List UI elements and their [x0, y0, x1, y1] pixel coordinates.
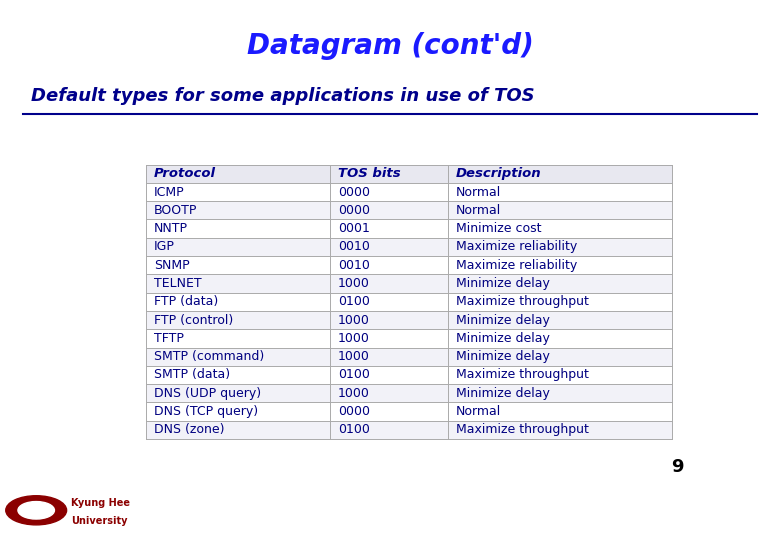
- Text: Minimize delay: Minimize delay: [456, 314, 550, 327]
- Text: 0001: 0001: [338, 222, 370, 235]
- Text: Minimize delay: Minimize delay: [456, 350, 550, 363]
- Text: 0100: 0100: [338, 423, 370, 436]
- Bar: [146, 256, 672, 274]
- Text: IGP: IGP: [154, 240, 175, 253]
- Text: 0100: 0100: [338, 295, 370, 308]
- Bar: [146, 402, 672, 421]
- Text: FTP (data): FTP (data): [154, 295, 218, 308]
- Text: 1000: 1000: [338, 350, 370, 363]
- Text: 0010: 0010: [338, 259, 370, 272]
- Text: 0000: 0000: [338, 204, 370, 217]
- Bar: [146, 348, 672, 366]
- Text: Normal: Normal: [456, 186, 502, 199]
- Text: Protocol: Protocol: [154, 167, 216, 180]
- Text: University: University: [71, 516, 127, 526]
- Text: 9: 9: [672, 458, 684, 476]
- Bar: [146, 311, 672, 329]
- Text: Description: Description: [456, 167, 542, 180]
- Text: Kyung Hee: Kyung Hee: [71, 498, 129, 508]
- Text: SMTP (data): SMTP (data): [154, 368, 230, 381]
- Text: 0010: 0010: [338, 240, 370, 253]
- Text: ICMP: ICMP: [154, 186, 184, 199]
- Text: 0000: 0000: [338, 186, 370, 199]
- Text: Maximize throughput: Maximize throughput: [456, 368, 589, 381]
- Bar: [146, 329, 672, 348]
- Bar: [146, 165, 672, 183]
- Text: Maximize throughput: Maximize throughput: [456, 295, 589, 308]
- Text: 0100: 0100: [338, 368, 370, 381]
- Text: NNTP: NNTP: [154, 222, 188, 235]
- Circle shape: [5, 496, 66, 525]
- Bar: [146, 366, 672, 384]
- Text: 1000: 1000: [338, 277, 370, 290]
- Text: BOOTP: BOOTP: [154, 204, 197, 217]
- Text: FTP (control): FTP (control): [154, 314, 233, 327]
- Text: DNS (zone): DNS (zone): [154, 423, 224, 436]
- Bar: [146, 421, 672, 439]
- Text: TELNET: TELNET: [154, 277, 201, 290]
- Text: Minimize delay: Minimize delay: [456, 332, 550, 345]
- Text: 1000: 1000: [338, 332, 370, 345]
- Bar: [146, 183, 672, 201]
- Text: Maximize reliability: Maximize reliability: [456, 259, 577, 272]
- Text: Normal: Normal: [456, 204, 502, 217]
- Text: Minimize cost: Minimize cost: [456, 222, 541, 235]
- Text: SNMP: SNMP: [154, 259, 190, 272]
- Text: SMTP (command): SMTP (command): [154, 350, 264, 363]
- Text: 1000: 1000: [338, 387, 370, 400]
- Text: Minimize delay: Minimize delay: [456, 277, 550, 290]
- Text: Maximize throughput: Maximize throughput: [456, 423, 589, 436]
- Text: TOS bits: TOS bits: [338, 167, 400, 180]
- Bar: [146, 201, 672, 219]
- Bar: [146, 293, 672, 311]
- Bar: [146, 274, 672, 293]
- Bar: [146, 238, 672, 256]
- Text: Maximize reliability: Maximize reliability: [456, 240, 577, 253]
- Text: TFTP: TFTP: [154, 332, 183, 345]
- Text: 0000: 0000: [338, 405, 370, 418]
- Bar: [146, 219, 672, 238]
- Text: 1000: 1000: [338, 314, 370, 327]
- Bar: [146, 384, 672, 402]
- Text: Normal: Normal: [456, 405, 502, 418]
- Text: Datagram (cont'd): Datagram (cont'd): [246, 32, 534, 60]
- Text: DNS (UDP query): DNS (UDP query): [154, 387, 261, 400]
- Text: Default types for some applications in use of TOS: Default types for some applications in u…: [30, 87, 534, 105]
- Circle shape: [18, 502, 55, 519]
- Text: DNS (TCP query): DNS (TCP query): [154, 405, 258, 418]
- Text: Minimize delay: Minimize delay: [456, 387, 550, 400]
